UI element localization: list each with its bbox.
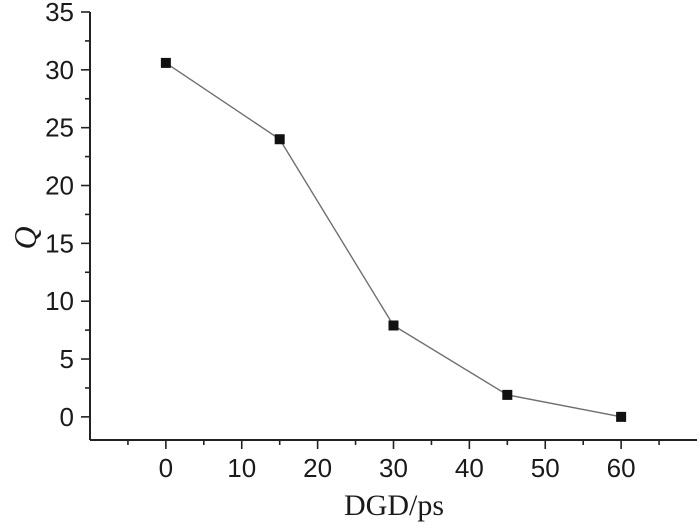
y-tick-label: 5: [60, 344, 74, 374]
y-tick-label: 0: [60, 402, 74, 432]
x-tick-label: 10: [227, 453, 256, 483]
data-point-marker: [616, 411, 627, 422]
y-ticks: 0 5 10 15 20 25 30 35: [45, 0, 90, 432]
series-line: [165, 62, 622, 418]
y-tick-label: 10: [45, 286, 74, 316]
y-axis-title: Q: [7, 226, 43, 249]
series-layer: [160, 57, 627, 422]
data-point-marker: [388, 320, 399, 331]
data-point-marker: [160, 57, 171, 68]
data-point-marker: [502, 389, 513, 400]
x-tick-label: 20: [303, 453, 332, 483]
y-tick-label: 30: [45, 55, 74, 85]
x-axis-title: DGD/ps: [344, 489, 444, 522]
data-point-marker: [274, 134, 285, 145]
y-tick-label: 20: [45, 171, 74, 201]
y-tick-label: 15: [45, 228, 74, 258]
y-tick-label: 35: [45, 0, 74, 27]
x-ticks: 0 10 20 30 40 50 60: [127, 440, 660, 483]
axes: [89, 12, 697, 441]
y-tick-label: 25: [45, 113, 74, 143]
x-tick-label: 60: [607, 453, 636, 483]
x-tick-label: 30: [379, 453, 408, 483]
x-tick-label: 40: [455, 453, 484, 483]
x-tick-label: 50: [531, 453, 560, 483]
x-tick-label: 0: [159, 453, 173, 483]
